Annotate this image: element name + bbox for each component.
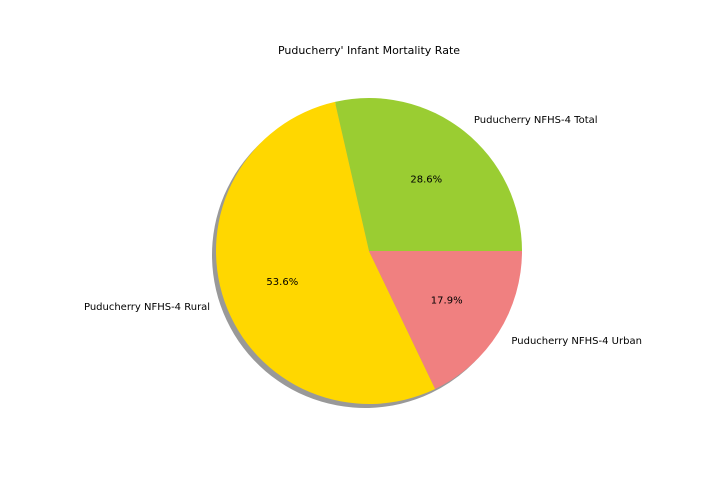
slice-percent-puducherry-nfhs-4-urban: 17.9% bbox=[431, 295, 463, 306]
pie-slices bbox=[215, 98, 522, 405]
slice-percent-puducherry-nfhs-4-rural: 53.6% bbox=[266, 277, 298, 288]
pie-labels: Puducherry NFHS-4 Total 28.6% Puducherry N… bbox=[84, 115, 642, 347]
slice-percent-puducherry-nfhs-4-total: 28.6% bbox=[410, 175, 442, 186]
slice-puducherry-nfhs-4-urban bbox=[369, 251, 522, 389]
slice-label-puducherry-nfhs-4-urban: Puducherry NFHS-4 Urban bbox=[511, 336, 642, 347]
slice-puducherry-nfhs-4-rural bbox=[215, 101, 436, 405]
chart-title: Puducherry' Infant Mortality Rate bbox=[278, 44, 460, 57]
slice-puducherry-nfhs-4-total bbox=[334, 98, 522, 251]
slice-label-puducherry-nfhs-4-rural: Puducherry NFHS-4 Rural bbox=[84, 302, 210, 313]
slice-label-puducherry-nfhs-4-total: Puducherry NFHS-4 Total bbox=[474, 115, 598, 126]
